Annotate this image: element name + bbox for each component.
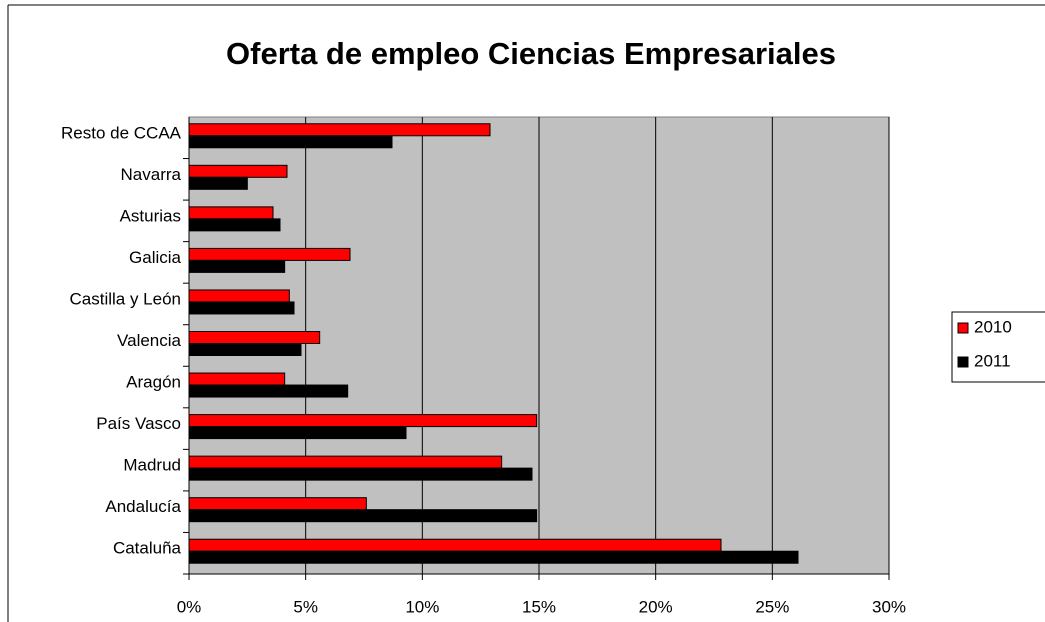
bar: [188, 426, 407, 440]
bar: [188, 218, 281, 232]
y-tick-label: Asturias: [120, 206, 181, 225]
x-tick-label: 25%: [755, 597, 789, 616]
legend-label: 2011: [974, 351, 1011, 370]
y-tick-label: Valencia: [117, 331, 181, 350]
x-tick-label: 5%: [293, 597, 318, 616]
bar: [188, 135, 393, 149]
bar: [188, 123, 491, 137]
bar: [188, 247, 351, 261]
y-tick-label: Navarra: [121, 165, 182, 184]
y-tick-label: Resto de CCAA: [61, 123, 182, 142]
bar: [188, 259, 286, 273]
legend-swatch: [957, 322, 969, 334]
y-tick-label: Galicia: [129, 248, 182, 267]
bar: [188, 372, 286, 386]
y-tick-label: Aragón: [126, 373, 181, 392]
x-tick-label: 30%: [872, 597, 906, 616]
bar: [188, 176, 248, 190]
bar: [188, 206, 274, 220]
y-tick-label: Cataluña: [113, 539, 182, 558]
bar: [188, 497, 367, 511]
x-tick-label: 0%: [177, 597, 202, 616]
y-tick-label: Andalucía: [105, 497, 181, 516]
bar: [188, 509, 538, 523]
y-tick-label: Castilla y León: [69, 289, 181, 308]
y-tick-label: Madrud: [123, 456, 181, 475]
bar: [188, 414, 538, 428]
bar: [188, 384, 349, 398]
chart-title: Oferta de empleo Ciencias Empresariales: [226, 36, 836, 71]
bar: [188, 289, 290, 303]
bar: [188, 331, 321, 344]
legend-label: 2010: [974, 317, 1012, 336]
bar: [188, 467, 533, 481]
bar: [188, 455, 503, 469]
bar: [188, 301, 295, 315]
x-tick-label: 10%: [405, 597, 439, 616]
bar: [188, 164, 288, 178]
y-tick-label: País Vasco: [96, 414, 181, 433]
x-tick-label: 15%: [522, 597, 556, 616]
legend-swatch: [957, 356, 969, 368]
x-tick-label: 20%: [639, 597, 673, 616]
bar: [188, 550, 799, 564]
bar: [188, 538, 722, 552]
bar: [188, 343, 302, 356]
